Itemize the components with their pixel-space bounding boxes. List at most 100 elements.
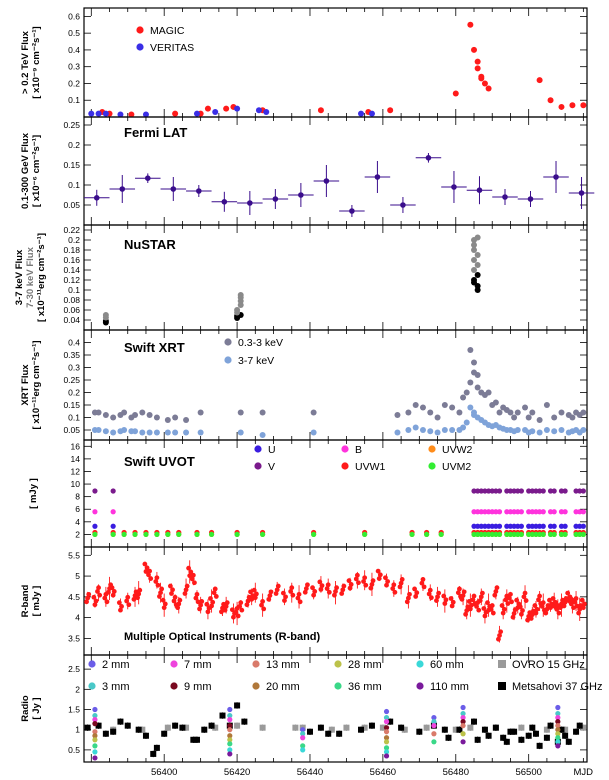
data-point <box>110 429 117 436</box>
data-point <box>241 718 248 725</box>
data-point <box>485 85 492 92</box>
data-point <box>529 523 535 529</box>
data-point <box>573 488 579 494</box>
data-point <box>92 523 98 529</box>
data-point <box>183 587 189 593</box>
data-point <box>419 427 426 433</box>
data-point <box>428 595 434 601</box>
data-point <box>551 428 558 435</box>
data-point <box>172 414 179 421</box>
y-axis-label: > 0.2 TeV Flux <box>20 30 31 94</box>
data-point <box>551 414 558 421</box>
data-point <box>451 184 457 190</box>
data-point <box>117 111 124 118</box>
legend-label: UVW1 <box>355 461 385 473</box>
data-point <box>529 428 536 435</box>
y-axis-label: [ mJy ] <box>31 586 42 617</box>
data-point <box>212 586 218 592</box>
data-point <box>485 531 492 538</box>
data-point <box>448 596 454 601</box>
data-point <box>540 488 546 494</box>
data-point <box>577 509 583 515</box>
data-point <box>475 488 481 494</box>
data-point <box>539 604 545 609</box>
legend-label: UVM2 <box>442 461 471 473</box>
data-point <box>92 749 98 755</box>
data-point <box>362 575 368 581</box>
data-point <box>457 586 462 592</box>
data-point <box>511 523 517 529</box>
data-point <box>383 575 388 581</box>
data-point <box>391 582 397 588</box>
data-point <box>445 734 452 741</box>
data-point <box>339 591 345 596</box>
data-point <box>387 107 394 114</box>
data-point <box>476 187 483 193</box>
data-point <box>349 208 355 214</box>
data-point <box>547 523 554 529</box>
data-point <box>576 610 582 616</box>
data-point <box>478 75 485 82</box>
data-point <box>116 600 122 606</box>
y-tick-label: 4.5 <box>68 592 80 602</box>
data-point <box>474 604 479 609</box>
data-point <box>146 429 153 436</box>
data-point <box>577 488 583 494</box>
data-point <box>259 432 266 438</box>
data-point <box>514 597 520 603</box>
data-point <box>300 731 306 737</box>
legend-label: UVW2 <box>442 444 472 456</box>
data-point <box>377 572 383 578</box>
data-point <box>183 724 190 731</box>
data-point <box>219 609 224 615</box>
data-point <box>300 735 306 741</box>
data-point <box>492 592 498 598</box>
data-point <box>204 105 211 112</box>
data-point <box>533 523 539 529</box>
data-point <box>383 749 390 755</box>
data-point <box>426 591 432 597</box>
data-point <box>540 531 546 538</box>
data-point <box>423 724 430 731</box>
data-point <box>471 247 478 253</box>
data-point <box>571 605 576 611</box>
data-point <box>485 600 490 606</box>
data-point <box>460 704 466 711</box>
data-point <box>190 736 197 743</box>
panel-title: Swift XRT <box>124 340 185 355</box>
data-point <box>95 722 102 729</box>
data-point <box>492 399 499 406</box>
data-point <box>520 608 525 613</box>
legend-label: 110 mm <box>430 681 469 693</box>
data-point <box>155 582 161 588</box>
data-point <box>235 613 241 619</box>
data-point <box>92 509 98 515</box>
data-point <box>296 591 302 597</box>
y-tick-label: 3.5 <box>68 633 80 643</box>
data-point <box>368 585 374 591</box>
data-point <box>110 414 117 421</box>
data-point <box>176 531 182 538</box>
data-point <box>529 509 535 515</box>
data-point <box>580 509 586 515</box>
data-point <box>496 636 501 642</box>
data-point <box>88 110 95 117</box>
legend-marker <box>252 682 260 690</box>
data-point <box>197 409 204 416</box>
data-point <box>409 531 415 538</box>
data-point <box>533 509 539 515</box>
data-point <box>383 739 390 745</box>
data-point <box>504 488 510 494</box>
data-point <box>578 190 585 196</box>
data-point <box>311 592 317 598</box>
data-point <box>300 743 306 749</box>
data-point <box>460 394 467 401</box>
y-tick-label: 0.4 <box>68 338 80 348</box>
y-tick-label: 0.1 <box>68 180 80 190</box>
data-point <box>534 606 540 612</box>
data-point <box>562 726 569 733</box>
data-point <box>489 509 495 515</box>
legend-label: 2 mm <box>102 659 130 671</box>
data-point <box>142 732 149 739</box>
data-point <box>404 599 410 605</box>
